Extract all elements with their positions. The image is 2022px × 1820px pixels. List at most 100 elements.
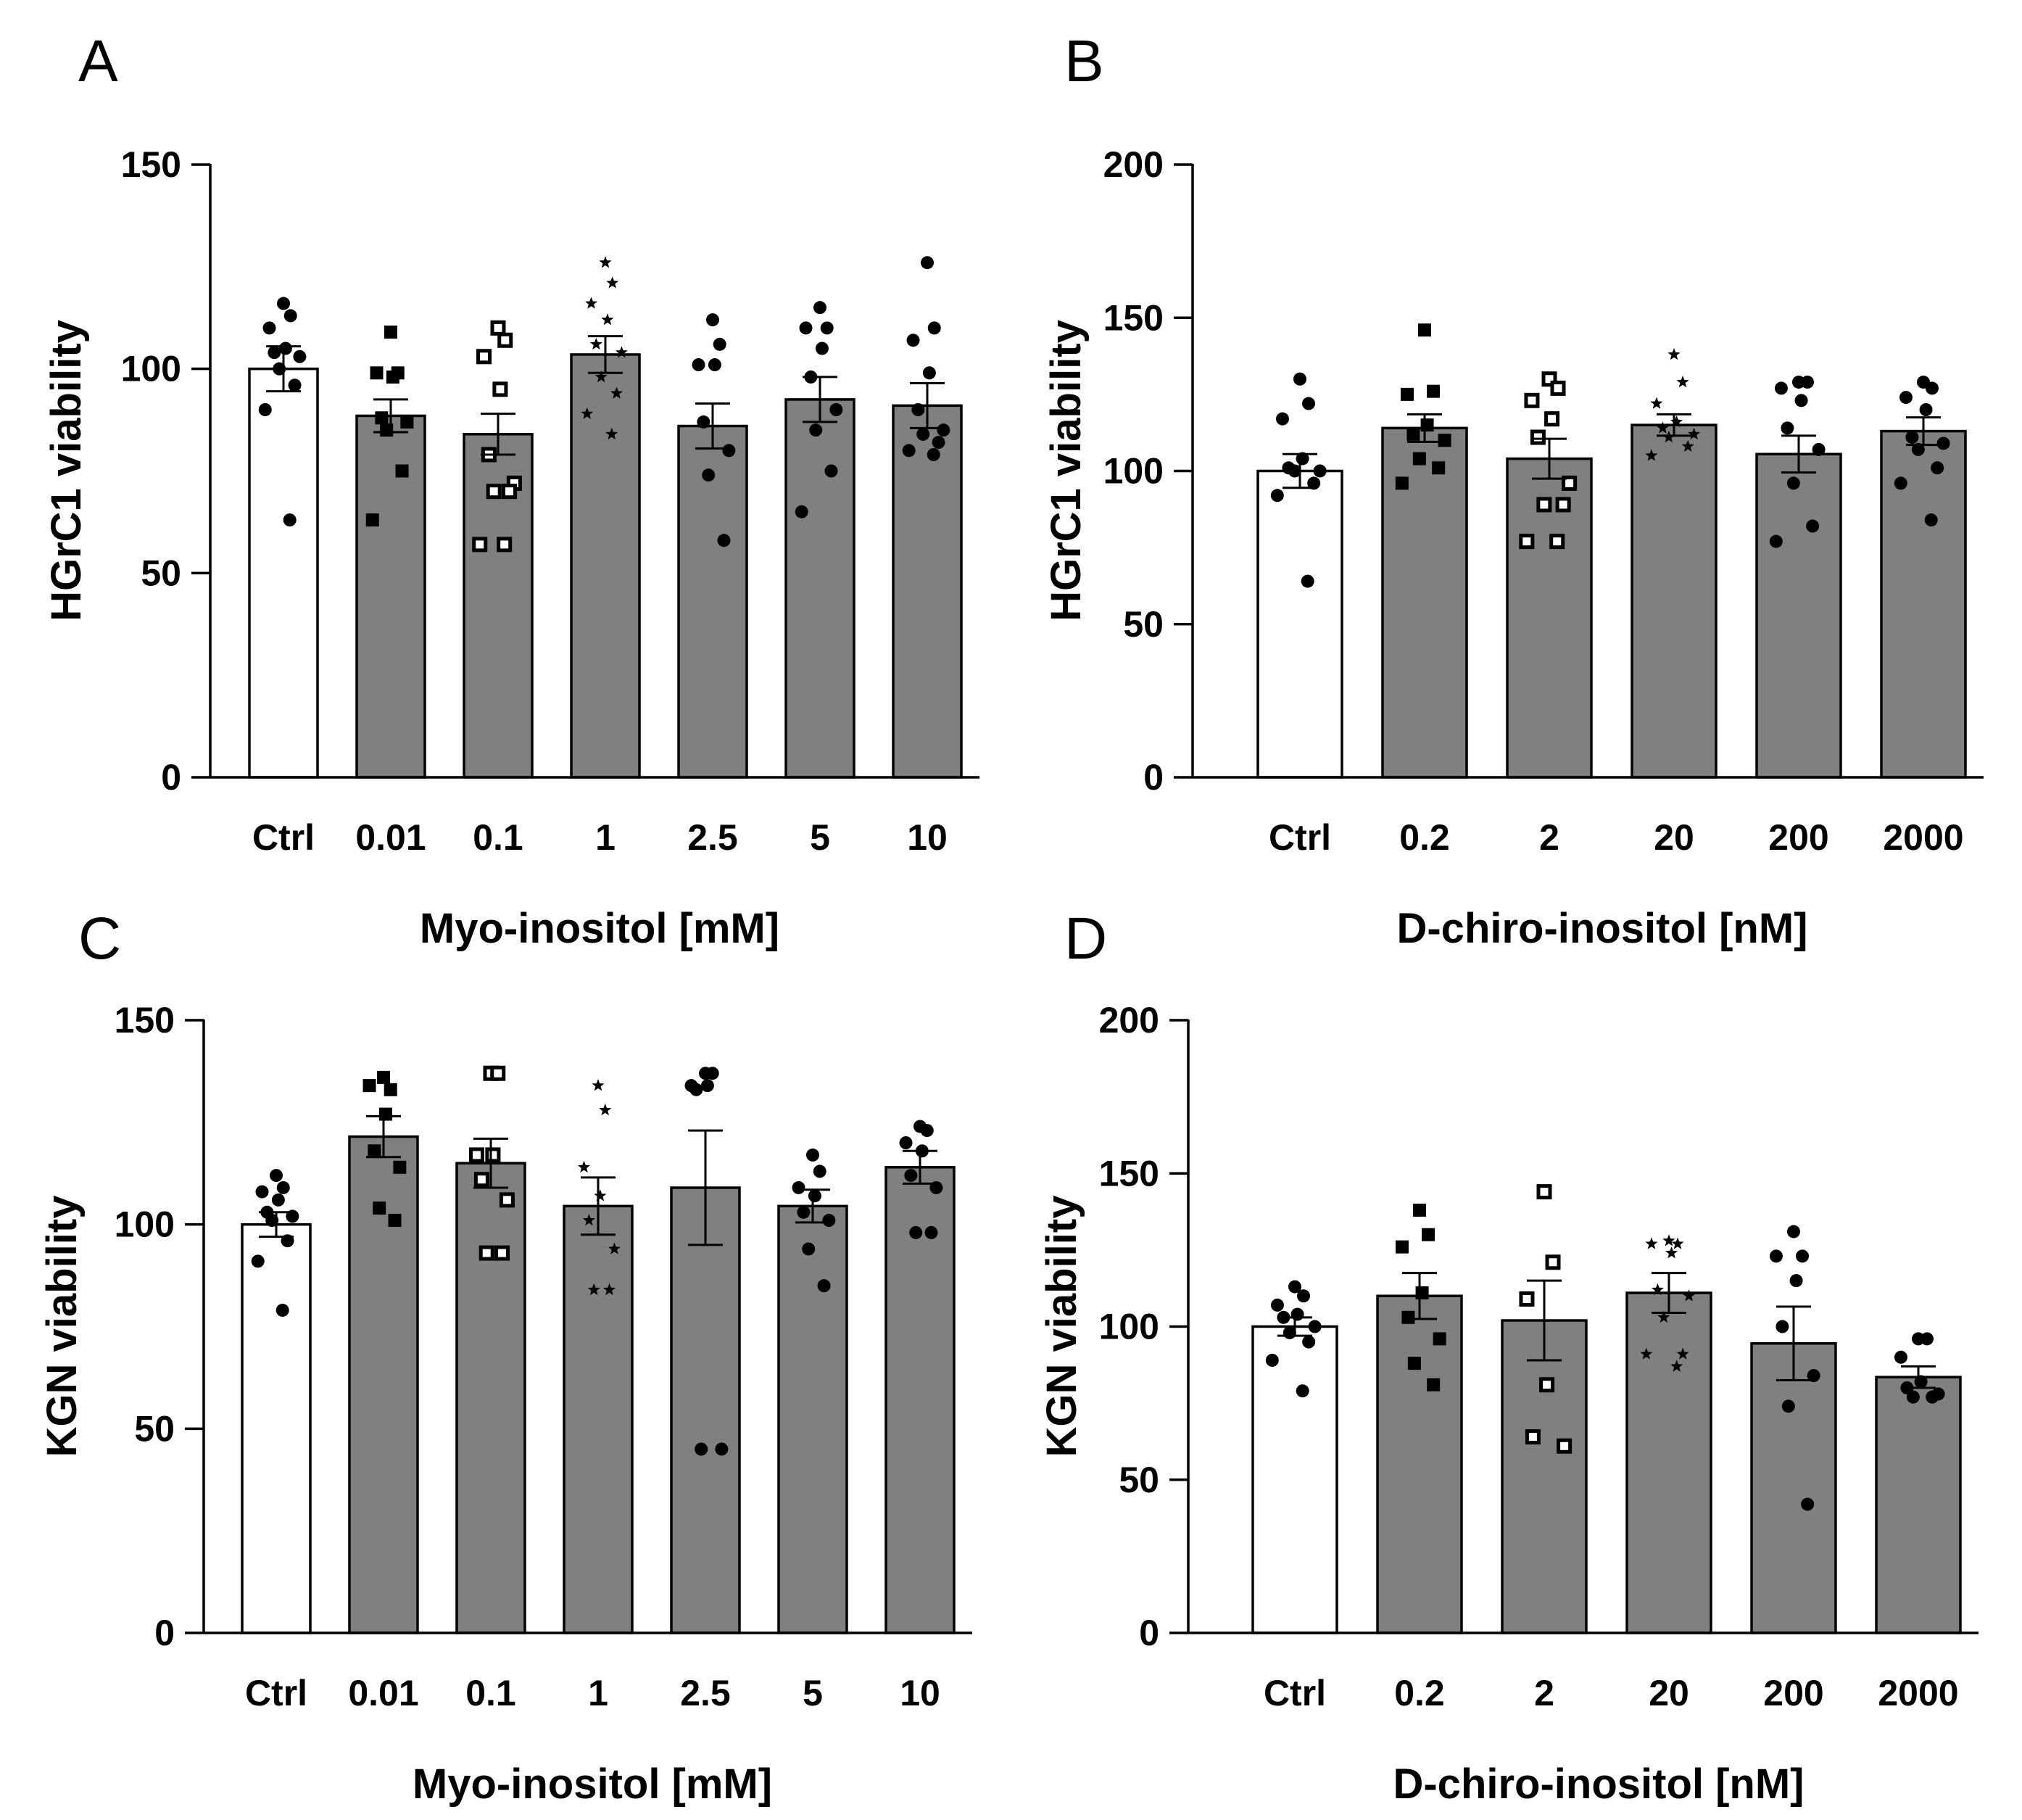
x-axis-title: Myo-inositol [mM] — [420, 905, 779, 952]
y-tick-label-1: 50 — [141, 553, 181, 593]
bar-5 — [1880, 429, 1967, 779]
data-point-0-9 — [275, 1303, 289, 1317]
data-point-5-8 — [795, 505, 808, 518]
data-point-5-1 — [1926, 381, 1939, 395]
data-point-4-4 — [1781, 421, 1794, 435]
data-point-1-4 — [375, 411, 389, 425]
data-point-6-7 — [932, 436, 945, 450]
x-axis-title: D-chiro-inositol [nM] — [1396, 905, 1807, 952]
data-point-4-4 — [1776, 1320, 1789, 1333]
data-point-4-8 — [1769, 534, 1783, 548]
data-point-4-1 — [1801, 375, 1815, 389]
y-axis-title: HGrC1 viability — [1043, 320, 1090, 621]
data-point-6-2 — [906, 334, 920, 347]
data-point-0-1 — [283, 309, 297, 323]
data-point-1-7 — [1432, 461, 1446, 475]
data-point-2-5 — [1562, 475, 1578, 491]
data-point-3-0 — [1662, 1234, 1675, 1246]
data-point-2-0 — [1536, 1184, 1552, 1200]
y-axis-title: KGN viability — [1038, 1196, 1085, 1457]
data-point-3-7 — [1681, 439, 1694, 452]
data-point-3-3 — [594, 1189, 607, 1201]
data-point-6-3 — [922, 366, 936, 380]
data-point-0-5 — [1313, 464, 1327, 478]
data-point-1-2 — [1395, 1240, 1409, 1254]
data-point-2-3 — [1539, 1377, 1555, 1393]
data-point-1-4 — [368, 1144, 381, 1158]
data-point-6-6 — [916, 427, 930, 441]
x-tick-label-0: Ctrl — [252, 817, 315, 858]
data-point-5-7 — [817, 1279, 831, 1293]
data-point-2-1 — [497, 332, 513, 348]
bar-1 — [1376, 1294, 1463, 1634]
y-axis-title: HGrC1 viability — [43, 320, 90, 621]
x-tick-label-4: 2.5 — [680, 1673, 731, 1713]
x-tick-label-5: 5 — [810, 817, 830, 858]
data-point-5-5 — [822, 1214, 836, 1228]
panel-letter-d: D — [1064, 906, 1107, 972]
data-point-2-7 — [494, 1245, 510, 1261]
data-point-6-1 — [927, 321, 941, 335]
x-axis-title: D-chiro-inositol [nM] — [1393, 1761, 1804, 1808]
data-point-3-4 — [1656, 421, 1669, 434]
data-point-0-2 — [255, 1185, 269, 1199]
data-point-3-2 — [585, 297, 598, 309]
x-tick-label-6: 10 — [900, 1673, 940, 1713]
y-tick-label-2: 100 — [121, 349, 181, 389]
data-point-2-3 — [485, 1147, 501, 1163]
data-point-0-8 — [1265, 1353, 1279, 1367]
data-point-5-7 — [1926, 1390, 1939, 1404]
data-point-2-9 — [497, 537, 513, 553]
data-point-0-2 — [1270, 1298, 1284, 1312]
data-point-4-2 — [1774, 381, 1788, 395]
bar-5 — [777, 1204, 848, 1634]
data-point-1-4 — [1401, 1310, 1415, 1324]
data-point-2-4 — [1530, 429, 1546, 445]
data-point-6-7 — [924, 1225, 938, 1239]
data-point-0-7 — [288, 379, 302, 392]
x-tick-label-3: 1 — [595, 817, 616, 858]
data-point-6-4 — [911, 403, 925, 416]
data-point-4-6 — [1781, 1399, 1795, 1413]
data-point-2-3 — [492, 381, 508, 397]
x-tick-label-6: 10 — [907, 817, 948, 858]
data-point-5-1 — [813, 1165, 826, 1178]
data-point-5-3 — [808, 1189, 821, 1203]
data-point-3-4 — [582, 1214, 595, 1226]
data-point-0-2 — [1275, 412, 1289, 426]
data-point-2-0 — [490, 320, 506, 336]
x-tick-label-1: 0.01 — [348, 1673, 418, 1713]
data-point-2-6 — [486, 484, 502, 500]
data-point-3-6 — [594, 370, 608, 383]
bar-6 — [892, 404, 963, 779]
data-point-5-4 — [797, 1205, 811, 1219]
data-point-4-5 — [1807, 1369, 1820, 1383]
bar-0 — [1251, 1325, 1338, 1634]
data-point-5-6 — [1906, 1390, 1920, 1404]
x-tick-label-0: Ctrl — [1269, 817, 1331, 858]
data-point-2-2 — [469, 1147, 485, 1163]
data-point-3-1 — [1671, 1237, 1684, 1249]
y-tick-label-1: 50 — [1119, 1460, 1159, 1500]
data-point-0-1 — [276, 1180, 290, 1194]
data-point-3-6 — [587, 1283, 600, 1296]
bar-6 — [884, 1166, 956, 1634]
y-tick-label-0: 0 — [161, 757, 181, 798]
data-point-5-6 — [802, 1242, 816, 1256]
data-point-1-3 — [378, 1107, 392, 1121]
data-point-1-6 — [1407, 1357, 1421, 1370]
data-point-3-8 — [581, 407, 594, 419]
x-tick-label-5: 5 — [803, 1673, 823, 1713]
data-point-3-0 — [599, 256, 612, 268]
data-point-5-5 — [1936, 437, 1950, 450]
data-point-0-7 — [1302, 1335, 1316, 1349]
bar-2 — [1501, 1319, 1588, 1634]
data-point-3-0 — [592, 1079, 605, 1091]
data-point-1-0 — [377, 1070, 390, 1084]
data-point-5-3 — [1914, 1375, 1928, 1389]
panel-C: C 0 50 100 150 Ctrl 0.01 0.1 1 2.5 5 10 Myo-inosito… — [38, 906, 972, 1808]
data-point-5-3 — [815, 342, 829, 355]
data-point-2-2 — [476, 349, 492, 365]
data-point-4-2 — [1769, 1249, 1783, 1263]
data-point-2-7 — [1555, 497, 1571, 513]
